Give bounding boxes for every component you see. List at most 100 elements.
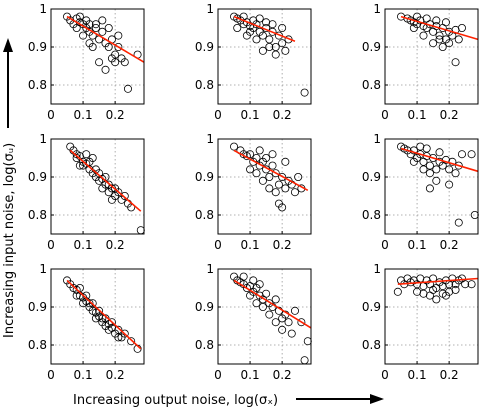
data-point xyxy=(246,291,255,300)
panel-frame xyxy=(384,268,479,365)
data-point xyxy=(278,172,287,181)
data-point xyxy=(262,289,271,298)
data-point xyxy=(242,31,251,40)
fit-line xyxy=(400,15,479,41)
data-point xyxy=(127,337,136,346)
data-point xyxy=(268,161,277,170)
data-point xyxy=(467,280,476,289)
data-point xyxy=(278,23,287,32)
data-point xyxy=(281,157,290,166)
data-point xyxy=(85,39,94,48)
panel-frame xyxy=(50,138,145,235)
panel-background xyxy=(218,139,311,234)
data-point xyxy=(438,43,447,52)
x-tick-label: 0.2 xyxy=(273,108,292,122)
data-point xyxy=(262,153,271,162)
data-point xyxy=(445,180,454,189)
x-tick-label: 0.1 xyxy=(241,108,260,122)
data-point xyxy=(104,23,113,32)
y-tick-label: 0.9 xyxy=(362,300,381,314)
panel-background xyxy=(385,9,478,104)
data-point xyxy=(435,31,444,40)
y-tick-label: 0.8 xyxy=(28,78,47,92)
panel-background xyxy=(51,9,144,104)
fit-line xyxy=(397,277,479,285)
data-point xyxy=(98,27,107,36)
data-point xyxy=(294,172,303,181)
x-tick-label: 0.1 xyxy=(241,368,260,382)
data-point xyxy=(252,153,261,162)
y-tick-label: 0.9 xyxy=(362,170,381,184)
data-point xyxy=(114,333,123,342)
data-point xyxy=(445,165,454,174)
y-tick-label: 0.9 xyxy=(28,40,47,54)
data-point xyxy=(419,165,428,174)
y-tick-label: 1 xyxy=(373,2,381,16)
data-point xyxy=(457,150,466,159)
data-point xyxy=(290,188,299,197)
data-point xyxy=(457,23,466,32)
x-tick-label: 0 xyxy=(214,238,222,252)
x-tick-label: 0.1 xyxy=(408,238,427,252)
data-point xyxy=(98,314,107,323)
data-point xyxy=(252,35,261,44)
x-tick-label: 0.2 xyxy=(106,368,125,382)
x-tick-label: 0.1 xyxy=(241,238,260,252)
data-point xyxy=(409,23,418,32)
data-point xyxy=(72,23,81,32)
data-point xyxy=(75,12,84,21)
data-point xyxy=(120,191,129,200)
y-tick-label: 0.9 xyxy=(195,170,214,184)
data-point xyxy=(425,161,434,170)
data-point xyxy=(233,23,242,32)
panel-frame xyxy=(384,138,479,235)
y-tick-label: 0.8 xyxy=(195,208,214,222)
x-tick-label: 0 xyxy=(47,238,55,252)
data-point xyxy=(114,188,123,197)
y-tick-label: 1 xyxy=(206,262,214,276)
data-point xyxy=(79,31,88,40)
data-point xyxy=(95,58,104,67)
fit-line xyxy=(66,279,142,350)
data-point xyxy=(432,176,441,185)
panel-background xyxy=(218,9,311,104)
data-point xyxy=(271,318,280,327)
x-tick-label: 0 xyxy=(214,108,222,122)
x-tick-label: 0.1 xyxy=(408,368,427,382)
y-tick-label: 1 xyxy=(39,262,47,276)
panel-frame xyxy=(217,268,312,365)
panel-background xyxy=(218,269,311,364)
y-tick-label: 0.8 xyxy=(362,208,381,222)
data-point xyxy=(88,153,97,162)
data-point xyxy=(91,20,100,29)
panel-background xyxy=(51,139,144,234)
data-point xyxy=(425,169,434,178)
panel-r2-c2: 0 0.1 0.2 0.8 0.9 1 xyxy=(195,132,312,252)
data-point xyxy=(284,318,293,327)
data-point xyxy=(239,272,248,281)
panel-r2-c1: 0 0.1 0.2 0.8 0.9 1 xyxy=(28,132,145,252)
data-point xyxy=(230,142,239,151)
data-point xyxy=(258,302,267,311)
data-point xyxy=(101,65,110,74)
data-point xyxy=(393,287,402,296)
x-tick-label: 0.1 xyxy=(74,368,93,382)
panel-r3-c3: 0 0.1 0.2 0.8 0.9 1 xyxy=(362,262,479,382)
fit-line xyxy=(233,149,309,192)
data-point xyxy=(114,325,123,334)
data-point xyxy=(425,184,434,193)
data-point xyxy=(422,14,431,23)
y-tick-label: 1 xyxy=(206,132,214,146)
data-point xyxy=(457,274,466,283)
y-tick-label: 0.8 xyxy=(362,338,381,352)
data-point xyxy=(278,325,287,334)
y-tick-label: 0.9 xyxy=(195,40,214,54)
fit-line xyxy=(69,149,142,212)
panel-r1-c3: 0 0.1 0.2 0.8 0.9 1 xyxy=(362,2,479,122)
y-tick-label: 0.8 xyxy=(195,338,214,352)
x-tick-label: 0.2 xyxy=(273,238,292,252)
data-point xyxy=(107,54,116,63)
x-tick-label: 0.2 xyxy=(440,108,459,122)
y-tick-label: 0.9 xyxy=(28,170,47,184)
